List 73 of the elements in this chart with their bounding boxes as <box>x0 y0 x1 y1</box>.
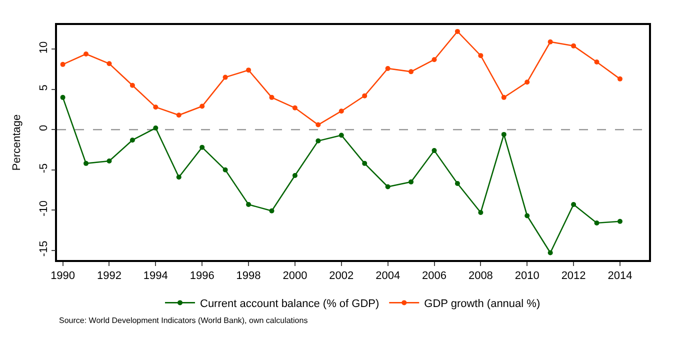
point <box>60 62 66 67</box>
point <box>176 174 182 180</box>
y-tick-label: -5 <box>38 163 50 174</box>
y-tick-label: -15 <box>38 240 50 257</box>
point <box>594 60 600 65</box>
x-tick-label: 1992 <box>97 270 122 282</box>
point <box>316 138 321 144</box>
point <box>408 69 414 74</box>
y-tick-label: 10 <box>38 41 50 54</box>
legend-label: GDP growth (annual %) <box>424 298 540 310</box>
point <box>200 144 205 150</box>
x-tick-label: 1990 <box>50 270 76 282</box>
point <box>130 138 135 143</box>
x-tick-label: 2000 <box>282 270 308 282</box>
point <box>454 181 460 186</box>
point <box>269 94 274 100</box>
x-tick-label: 2012 <box>561 270 586 282</box>
x-tick-label: 2002 <box>329 270 354 282</box>
point <box>222 74 228 80</box>
point <box>362 93 368 98</box>
point <box>130 82 135 88</box>
y-axis-title: Percentage <box>11 114 23 171</box>
point <box>176 112 182 118</box>
point <box>200 104 205 109</box>
y-tick-label: 0 <box>38 124 50 132</box>
point <box>594 220 600 226</box>
point <box>432 148 437 154</box>
point <box>501 132 506 137</box>
point <box>153 126 158 131</box>
x-tick-label: 2014 <box>608 270 632 282</box>
x-tick-label: 2010 <box>514 270 540 282</box>
point <box>454 28 460 34</box>
point <box>571 202 576 207</box>
point <box>106 61 112 66</box>
point <box>222 167 228 172</box>
point <box>338 108 344 114</box>
point <box>432 57 437 62</box>
point <box>84 51 89 56</box>
point <box>617 76 622 82</box>
point <box>338 132 344 138</box>
point <box>571 43 576 48</box>
x-tick-label: 1998 <box>236 270 261 282</box>
x-tick-label: 2004 <box>376 270 400 282</box>
point <box>292 105 298 110</box>
point <box>501 94 506 100</box>
x-tick-label: 1994 <box>143 270 168 282</box>
point <box>524 213 530 218</box>
legend-label: Current account balance (% of GDP) <box>200 298 380 310</box>
point <box>617 218 622 224</box>
point <box>478 210 484 216</box>
point <box>548 250 553 256</box>
x-tick-label: 2008 <box>468 270 493 282</box>
point <box>246 68 252 73</box>
point <box>60 94 66 100</box>
point <box>478 53 484 58</box>
point <box>84 160 89 166</box>
point <box>292 173 298 178</box>
source-note: Source: World Development Indicators (World Bank), own calculations <box>59 316 308 325</box>
point <box>408 179 414 184</box>
point <box>106 158 112 164</box>
point <box>316 122 321 128</box>
point <box>269 208 274 214</box>
x-tick-label: 2006 <box>422 270 446 282</box>
y-tick-label: 5 <box>38 84 50 91</box>
point <box>385 184 390 190</box>
point <box>362 160 368 166</box>
x-tick-label: 1996 <box>190 270 214 282</box>
y-tick-label: -10 <box>38 200 50 216</box>
point <box>385 66 390 71</box>
point <box>548 39 553 44</box>
point <box>524 80 530 85</box>
point <box>246 202 252 207</box>
point <box>153 104 158 110</box>
